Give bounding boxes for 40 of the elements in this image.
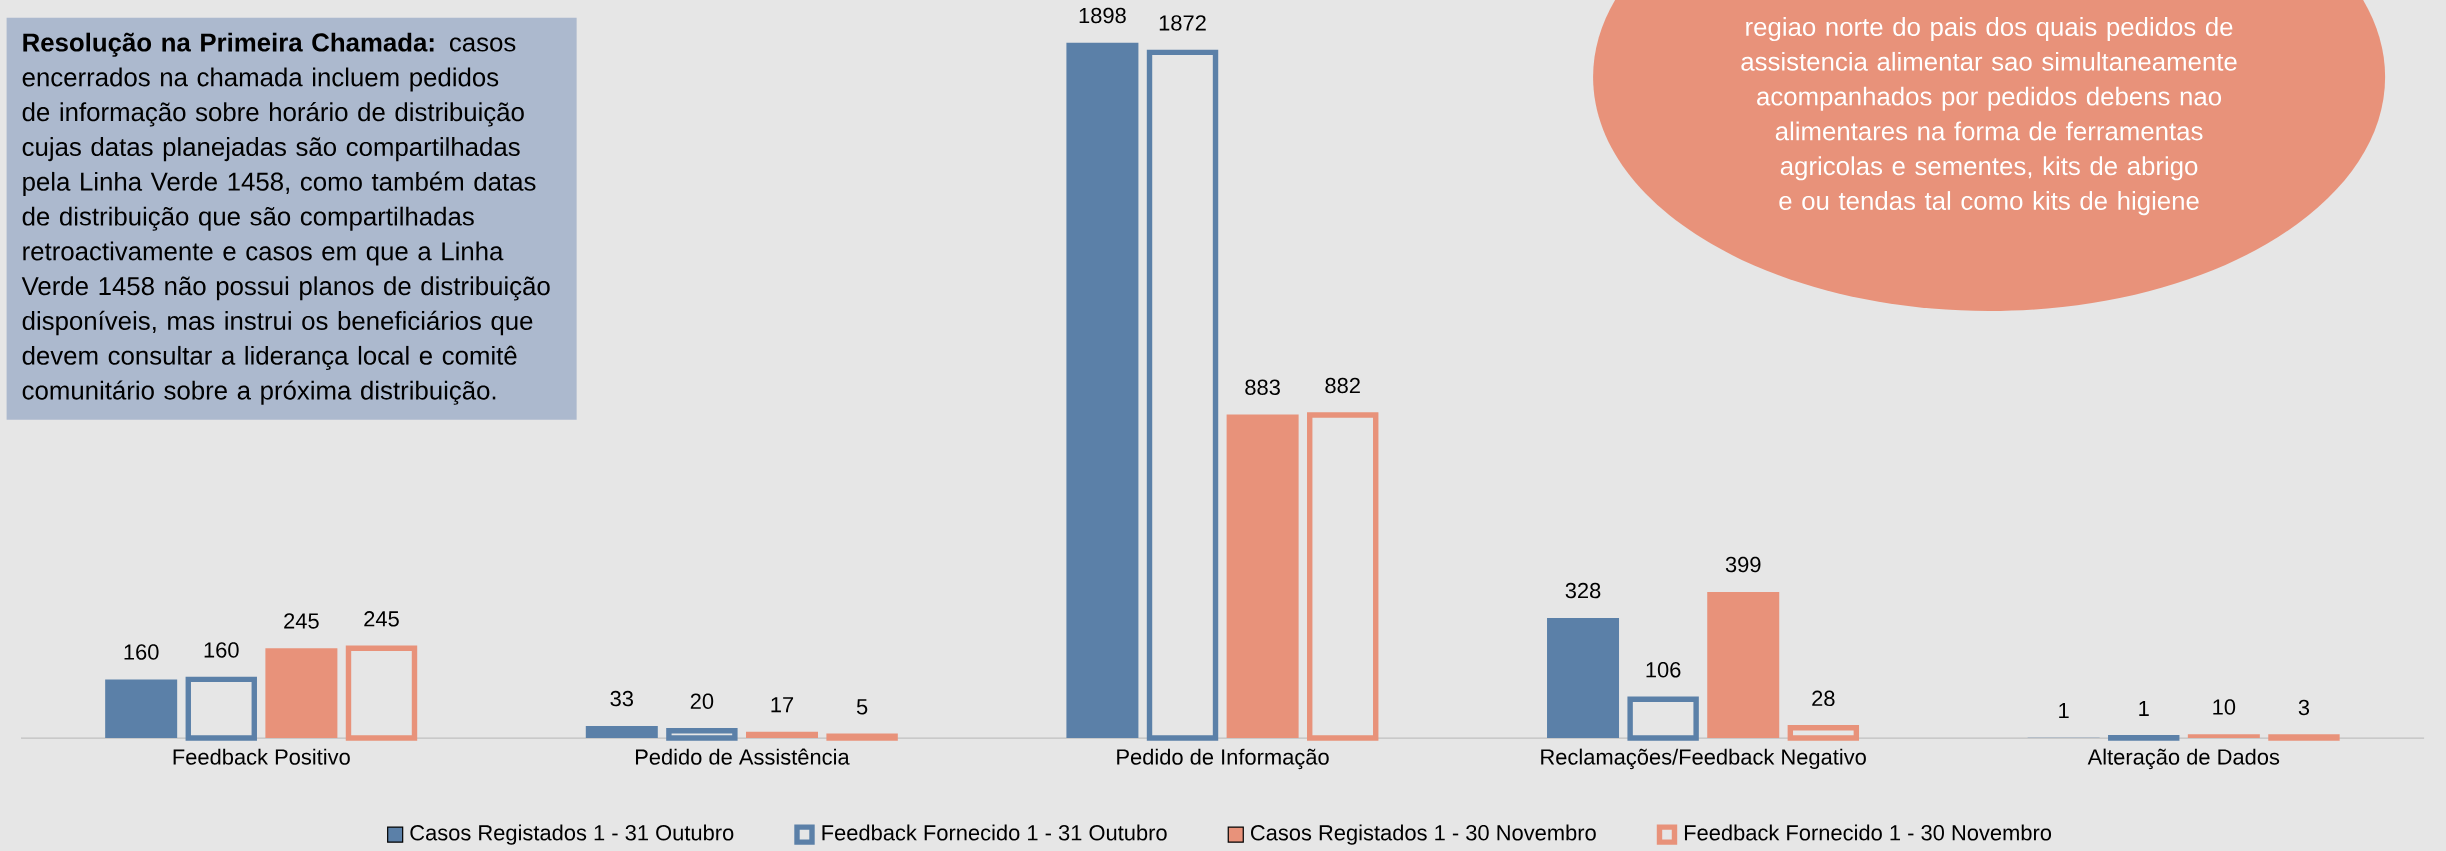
data-label: 3: [2298, 699, 2310, 716]
data-label: 245: [364, 611, 399, 627]
data-label: 33: [610, 690, 633, 707]
bar: [105, 679, 178, 738]
data-label: 1872: [1159, 15, 1206, 31]
data-label: 399: [1725, 556, 1761, 573]
bar: [746, 731, 818, 738]
bar: [585, 725, 658, 738]
data-label: 17: [771, 697, 794, 713]
legend-label: Casos Registados 1 - 31 Outubro: [410, 824, 734, 845]
bar: [1707, 591, 1780, 738]
bar: [1547, 617, 1620, 738]
x-tick-label: Feedback Positivo: [173, 748, 350, 765]
legend-label: Feedback Fornecido 1 - 30 Novembro: [1684, 824, 2052, 841]
bar: [2187, 734, 2260, 738]
annotation: regiao norte do pais dos quais pedidos de assistencia alimentar sao simultaneamente acompanhados por pedidos debens nao alimentares na forma de ferramentas agricolas e sementes, kits de abrigo e ou tendas tal como kits de higiene: [1741, 17, 2237, 216]
data-label: 28: [1812, 690, 1835, 707]
data-label: 1898: [1079, 7, 1126, 24]
data-label: 245: [284, 613, 319, 629]
data-label: 160: [204, 642, 239, 658]
data-label: 10: [2213, 699, 2236, 715]
text: Resolução na Primeira Chamada: casos encerrados na chamada incluem pedidos de informação sobre horário de distribuição cujas datas planejadas são compartilhadas pela Linha Verde 1458, como também datas de distribuição que são compartilhadas retroactivamente e casos em que a Linha Verde 1458 não possui planos de distribuição disponíveis, mas instrui os beneficiários que devem consultar a liderança local e comitê comunitário sobre a próxima distribuição.: [21, 32, 550, 405]
data-label: 328: [1565, 582, 1601, 599]
data-label: 1: [2059, 702, 2069, 718]
x-tick-label: Alteração de Dados: [2087, 748, 2280, 770]
bar: [1066, 42, 1139, 738]
data-label: 883: [1245, 379, 1280, 395]
x-tick-label: Pedido de Assistência: [635, 748, 850, 765]
x-tick-label: Pedido de Informação: [1117, 748, 1329, 770]
data-label: 5: [856, 699, 868, 715]
legend-label: Casos Registados 1 - 30 Novembro: [1250, 824, 1596, 845]
legend-label: Feedback Fornecido 1 - 31 Outubro: [822, 824, 1167, 841]
bar: [265, 648, 338, 738]
data-label: 1: [2139, 700, 2149, 716]
data-label: 882: [1325, 377, 1360, 394]
data-label: 20: [690, 693, 714, 709]
x-tick-label: Reclamações/Feedback Negativo: [1541, 748, 1866, 770]
data-label: 160: [124, 644, 159, 660]
data-label: 106: [1646, 661, 1681, 678]
bar: [1226, 414, 1299, 738]
